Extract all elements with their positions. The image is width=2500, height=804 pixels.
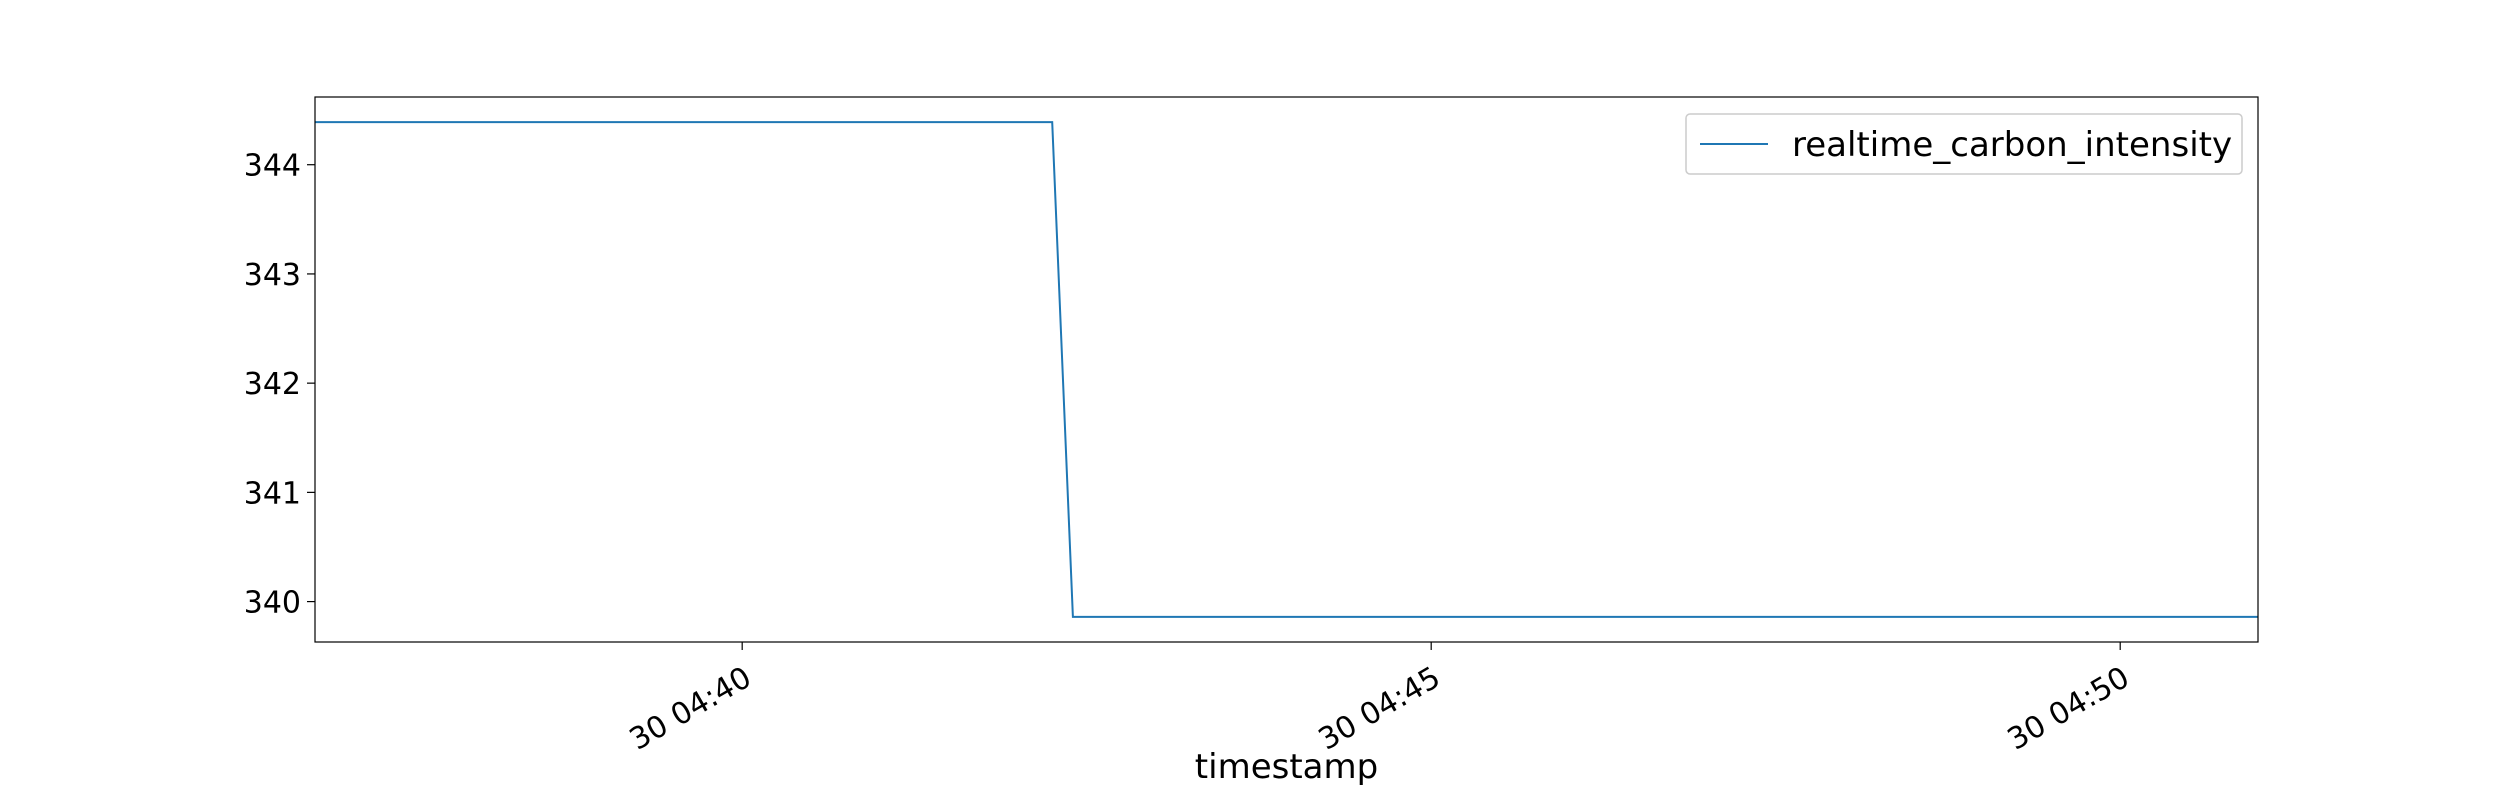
x-tick-label: 30 04:50 — [2002, 660, 2136, 757]
x-axis: 30 04:40 30 04:45 30 04:50 — [624, 642, 2136, 757]
x-tick-label: 30 04:40 — [624, 660, 758, 757]
y-tick-label: 342 — [244, 367, 301, 402]
plot-area — [315, 97, 2258, 642]
plot-frame — [314, 96, 2259, 643]
y-axis: 340 341 342 343 344 — [244, 149, 315, 621]
y-tick-label: 344 — [244, 149, 301, 184]
legend-box — [1685, 113, 2243, 175]
y-tick-label: 341 — [244, 476, 301, 511]
series-layer — [315, 121, 2258, 618]
x-axis-label: timestamp — [1195, 747, 1378, 787]
x-tick-label: 30 04:45 — [1313, 660, 1447, 757]
legend-entry-realtime-carbon-intensity: realtime_carbon_intensity — [1792, 125, 2232, 165]
legend: realtime_carbon_intensity — [1685, 113, 2243, 175]
series-line-realtime-carbon-intensity — [315, 121, 2258, 618]
y-tick-label: 343 — [244, 258, 301, 293]
y-tick-label: 340 — [244, 586, 301, 621]
